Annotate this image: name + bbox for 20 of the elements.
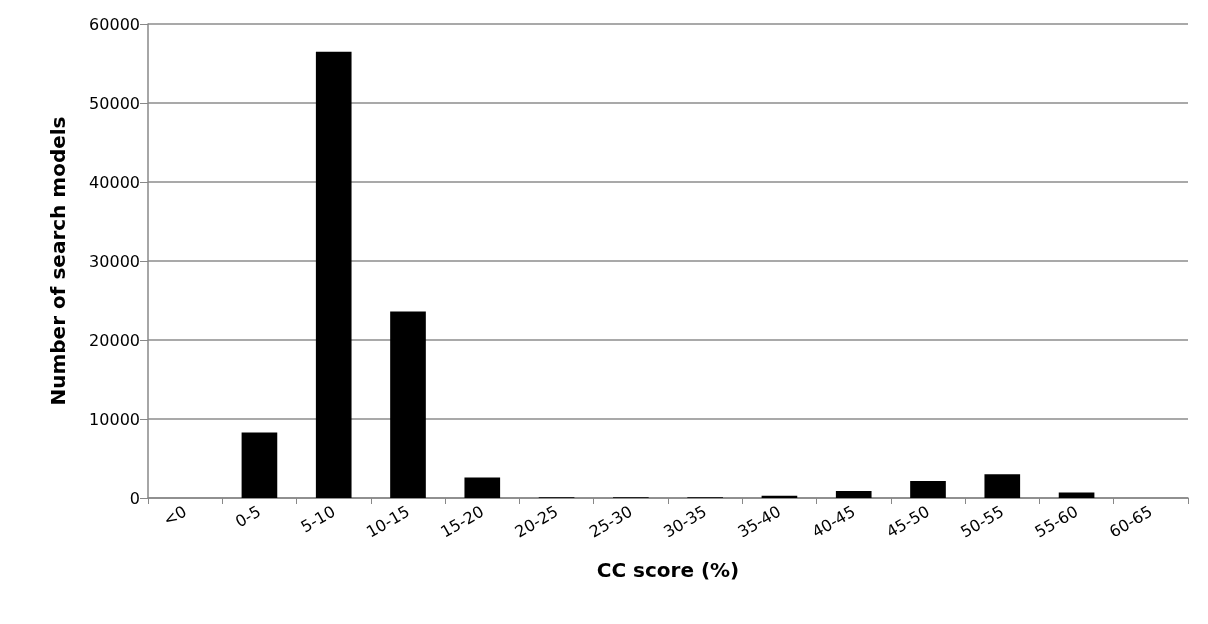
bar xyxy=(390,311,426,498)
bar xyxy=(1058,492,1095,498)
bar xyxy=(241,432,278,498)
bar xyxy=(464,477,501,498)
y-tick-label: 50000 xyxy=(89,93,140,113)
y-tick-label: 20000 xyxy=(89,330,140,350)
y-tick-label: 40000 xyxy=(89,172,140,192)
y-tick-label: 60000 xyxy=(89,14,140,34)
x-tick-label: 0-5 xyxy=(232,501,265,532)
x-tick-label: <0 xyxy=(159,501,190,531)
bar xyxy=(315,51,352,498)
bar xyxy=(835,490,872,498)
x-axis-title: CC score (%) xyxy=(596,558,740,582)
y-tick-label: 30000 xyxy=(89,251,140,271)
y-tick-label: 0 xyxy=(129,488,140,508)
bar xyxy=(984,474,1021,498)
x-tick-label: 5-10 xyxy=(297,501,339,537)
y-tick-label: 10000 xyxy=(89,409,140,429)
bar xyxy=(910,481,946,498)
y-axis-title: Number of search models xyxy=(46,116,70,406)
